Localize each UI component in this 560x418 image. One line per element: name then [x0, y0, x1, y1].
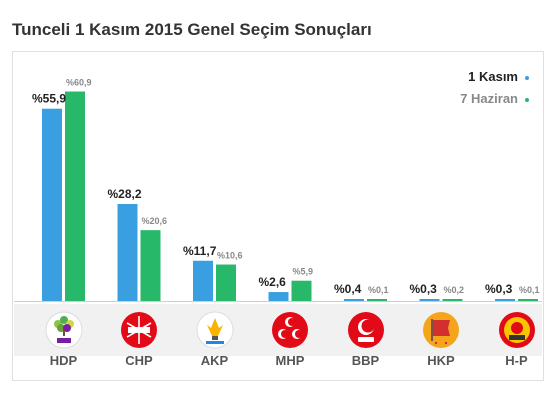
bar-previous-hdp[interactable] [65, 91, 85, 301]
bar-current-bbp[interactable] [344, 299, 364, 301]
label-previous-h-p: %0,1 [519, 285, 540, 295]
party-name-hkp: HKP [427, 353, 455, 368]
legend-label-current: 1 Kasım [468, 69, 518, 84]
party-name-h-p: H-P [505, 353, 528, 368]
bar-current-hkp[interactable] [419, 299, 440, 301]
chp-six-arrows-logo-icon [119, 310, 159, 350]
halk-party-logo-icon [497, 310, 537, 350]
party-name-akp: AKP [200, 353, 229, 368]
bar-current-hdp[interactable] [42, 108, 62, 301]
bar-current-akp[interactable] [193, 260, 213, 301]
chart-frame: 1 Kasım 7 Haziran %55,9 %60,9 %28,2 %20,6 %1… [12, 51, 544, 381]
label-current-h-p: %0,3 [485, 282, 513, 296]
party-name-chp: CHP [125, 353, 153, 368]
label-previous-akp: %10,6 [217, 251, 243, 261]
mhp-three-crescents-logo-icon [270, 310, 310, 350]
label-previous-chp: %20,6 [142, 216, 168, 226]
bar-previous-akp[interactable] [216, 264, 236, 301]
legend-label-previous: 7 Haziran [460, 91, 518, 106]
bar-previous-mhp[interactable] [291, 280, 312, 301]
akp-lightbulb-logo-icon [195, 310, 235, 350]
legend-item-previous[interactable]: 7 Haziran [460, 88, 529, 110]
bar-current-h-p[interactable] [495, 299, 515, 301]
party-name-bbp: BBP [351, 353, 380, 368]
bar-previous-hkp[interactable] [442, 299, 463, 301]
party-name-hdp: HDP [49, 353, 78, 368]
label-previous-hdp: %60,9 [66, 78, 92, 88]
bar-previous-chp[interactable] [140, 230, 161, 301]
label-current-akp: %11,7 [183, 244, 217, 258]
label-previous-mhp: %5,9 [293, 267, 314, 277]
bar-previous-h-p[interactable] [518, 299, 538, 301]
label-current-bbp: %0,4 [334, 282, 362, 296]
legend: 1 Kasım 7 Haziran [460, 66, 529, 110]
bar-current-chp[interactable] [117, 203, 138, 301]
label-current-hdp: %55,9 [32, 92, 66, 106]
label-previous-hkp: %0,2 [444, 285, 465, 295]
bar-current-mhp[interactable] [268, 292, 289, 301]
label-current-chp: %28,2 [108, 187, 142, 201]
label-current-hkp: %0,3 [410, 282, 438, 296]
hkp-flag-logo-icon [421, 310, 461, 350]
chart-title: Tunceli 1 Kasım 2015 Genel Seçim Sonuçla… [12, 20, 372, 39]
label-previous-bbp: %0,1 [368, 285, 389, 295]
party-name-mhp: MHP [275, 353, 305, 368]
legend-dot-current [525, 75, 529, 80]
bar-previous-bbp[interactable] [367, 299, 387, 301]
bbp-logo-icon [346, 310, 386, 350]
label-current-mhp: %2,6 [259, 275, 287, 289]
hdp-tree-logo-icon [44, 310, 84, 350]
legend-dot-previous [525, 97, 529, 102]
bar-chart: %55,9%60,9 %28,2 %20,6 %11,7 %10,6 %2,6 %5,9 %0… [14, 78, 542, 302]
legend-item-current[interactable]: 1 Kasım [460, 66, 529, 88]
